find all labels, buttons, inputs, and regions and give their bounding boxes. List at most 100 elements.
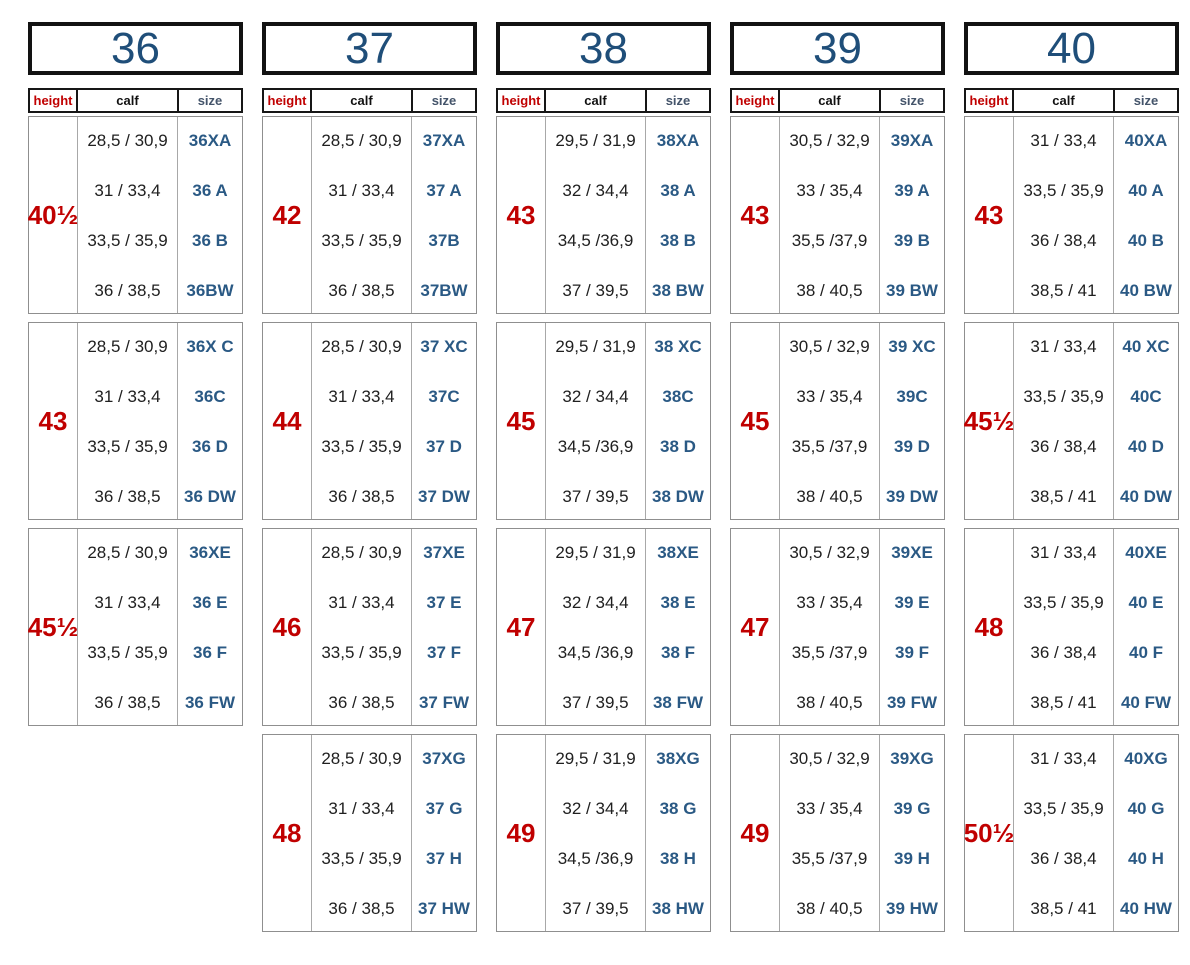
size-code: 38XA bbox=[656, 131, 700, 150]
calf-range: 33 / 35,4 bbox=[796, 799, 863, 818]
size-code: 38 G bbox=[659, 799, 697, 818]
size-block: 45 30,5 / 32,9 33 / 35,4 35,5 /37,9 38 / 40,… bbox=[730, 322, 945, 520]
calf-range: 30,5 / 32,9 bbox=[789, 131, 870, 150]
size-code: 36 A bbox=[192, 181, 228, 200]
size-code: 40 A bbox=[1128, 181, 1164, 200]
size-code: 37BW bbox=[420, 281, 468, 300]
calf-range: 28,5 / 30,9 bbox=[87, 543, 168, 562]
calf-range: 33 / 35,4 bbox=[796, 387, 863, 406]
size-code: 37XG bbox=[422, 749, 466, 768]
size-column-header: size bbox=[431, 93, 457, 108]
calf-range: 32 / 34,4 bbox=[562, 593, 629, 612]
size-code: 40XE bbox=[1125, 543, 1167, 562]
size-values: 40XA 40 A 40 B 40 BW bbox=[1113, 117, 1178, 313]
calf-range: 33,5 / 35,9 bbox=[321, 437, 402, 456]
calf-range: 28,5 / 30,9 bbox=[321, 131, 402, 150]
size-code: 38 B bbox=[660, 231, 696, 250]
calf-range: 38,5 / 41 bbox=[1030, 281, 1097, 300]
calf-range: 28,5 / 30,9 bbox=[321, 543, 402, 562]
calf-range: 35,5 /37,9 bbox=[791, 643, 868, 662]
calf-values: 29,5 / 31,9 32 / 34,4 34,5 /36,9 37 / 39,5 bbox=[546, 117, 645, 313]
size-code: 40 FW bbox=[1120, 693, 1172, 712]
size-code: 38 HW bbox=[652, 899, 704, 918]
height-column-header: height bbox=[264, 90, 312, 111]
size-code: 39 H bbox=[894, 849, 930, 868]
height-value: 50½ bbox=[964, 735, 1014, 931]
size-code: 39 B bbox=[894, 231, 930, 250]
height-value: 43 bbox=[497, 117, 546, 313]
size-values: 39XE 39 E 39 F 39 FW bbox=[879, 529, 944, 725]
size-code: 40XA bbox=[1124, 131, 1168, 150]
calf-range: 30,5 / 32,9 bbox=[789, 543, 870, 562]
size-code: 40 H bbox=[1128, 849, 1164, 868]
size-code: 36 D bbox=[192, 437, 228, 456]
size-column-40: 40 height calf size 43 31 / 33,4 33,5 / 35,9 36… bbox=[964, 22, 1179, 940]
height-value: 45 bbox=[497, 323, 546, 519]
size-code: 40 D bbox=[1128, 437, 1164, 456]
calf-range: 38,5 / 41 bbox=[1030, 899, 1097, 918]
calf-range: 32 / 34,4 bbox=[562, 799, 629, 818]
height-column-header: height bbox=[498, 90, 546, 111]
size-code: 36 E bbox=[192, 593, 228, 612]
size-code: 36XA bbox=[188, 131, 232, 150]
size-values: 37XE 37 E 37 F 37 FW bbox=[411, 529, 476, 725]
size-code: 37 DW bbox=[418, 487, 470, 506]
calf-range: 36 / 38,5 bbox=[328, 281, 395, 300]
calf-values: 28,5 / 30,9 31 / 33,4 33,5 / 35,9 36 / 38,5 bbox=[78, 323, 177, 519]
size-code: 39 D bbox=[894, 437, 930, 456]
calf-range: 33,5 / 35,9 bbox=[87, 643, 168, 662]
calf-values: 29,5 / 31,9 32 / 34,4 34,5 /36,9 37 / 39,5 bbox=[546, 735, 645, 931]
size-code: 40 G bbox=[1127, 799, 1165, 818]
calf-range: 35,5 /37,9 bbox=[791, 849, 868, 868]
size-code: 37C bbox=[428, 387, 460, 406]
column-subheader: height calf size bbox=[964, 88, 1179, 113]
calf-range: 38 / 40,5 bbox=[796, 693, 863, 712]
size-code: 38 E bbox=[660, 593, 696, 612]
size-block: 44 28,5 / 30,9 31 / 33,4 33,5 / 35,9 36 / 38… bbox=[262, 322, 477, 520]
calf-range: 37 / 39,5 bbox=[562, 281, 629, 300]
size-code: 40 B bbox=[1128, 231, 1164, 250]
height-value: 43 bbox=[731, 117, 780, 313]
size-values: 38XG 38 G 38 H 38 HW bbox=[645, 735, 710, 931]
calf-values: 28,5 / 30,9 31 / 33,4 33,5 / 35,9 36 / 38,5 bbox=[312, 735, 411, 931]
calf-range: 30,5 / 32,9 bbox=[789, 749, 870, 768]
size-code: 40 E bbox=[1128, 593, 1164, 612]
size-code: 39 XC bbox=[888, 337, 936, 356]
size-code: 37 G bbox=[425, 799, 463, 818]
size-block: 43 28,5 / 30,9 31 / 33,4 33,5 / 35,9 36 / 38… bbox=[28, 322, 243, 520]
size-code: 36 DW bbox=[184, 487, 236, 506]
size-values: 39XG 39 G 39 H 39 HW bbox=[879, 735, 944, 931]
calf-range: 37 / 39,5 bbox=[562, 487, 629, 506]
calf-range: 38 / 40,5 bbox=[796, 281, 863, 300]
calf-range: 31 / 33,4 bbox=[94, 387, 161, 406]
calf-range: 31 / 33,4 bbox=[94, 593, 161, 612]
height-value: 43 bbox=[965, 117, 1014, 313]
calf-range: 33,5 / 35,9 bbox=[1023, 181, 1104, 200]
calf-values: 30,5 / 32,9 33 / 35,4 35,5 /37,9 38 / 40,5 bbox=[780, 117, 879, 313]
calf-range: 33,5 / 35,9 bbox=[87, 437, 168, 456]
calf-range: 33,5 / 35,9 bbox=[1023, 593, 1104, 612]
size-code: 36BW bbox=[186, 281, 234, 300]
calf-values: 29,5 / 31,9 32 / 34,4 34,5 /36,9 37 / 39,5 bbox=[546, 529, 645, 725]
size-values: 40 XC 40C 40 D 40 DW bbox=[1113, 323, 1178, 519]
height-value: 48 bbox=[965, 529, 1014, 725]
size-code: 39 G bbox=[893, 799, 931, 818]
calf-column-header: calf bbox=[312, 90, 413, 111]
size-code: 40 DW bbox=[1120, 487, 1172, 506]
calf-values: 30,5 / 32,9 33 / 35,4 35,5 /37,9 38 / 40,5 bbox=[780, 323, 879, 519]
size-group-header: 38 bbox=[496, 22, 711, 75]
size-code: 40C bbox=[1130, 387, 1162, 406]
size-code: 37 D bbox=[426, 437, 462, 456]
size-column-header: size bbox=[1133, 93, 1159, 108]
size-code: 37 H bbox=[426, 849, 462, 868]
calf-range: 33,5 / 35,9 bbox=[321, 231, 402, 250]
calf-range: 28,5 / 30,9 bbox=[87, 131, 168, 150]
calf-range: 33,5 / 35,9 bbox=[87, 231, 168, 250]
height-value: 45 bbox=[731, 323, 780, 519]
size-code: 37B bbox=[428, 231, 460, 250]
calf-values: 28,5 / 30,9 31 / 33,4 33,5 / 35,9 36 / 38,5 bbox=[312, 529, 411, 725]
size-column-header: size bbox=[899, 93, 925, 108]
size-values: 36XA 36 A 36 B 36BW bbox=[177, 117, 242, 313]
size-values: 37XA 37 A 37B 37BW bbox=[411, 117, 476, 313]
size-code: 39 FW bbox=[886, 693, 938, 712]
